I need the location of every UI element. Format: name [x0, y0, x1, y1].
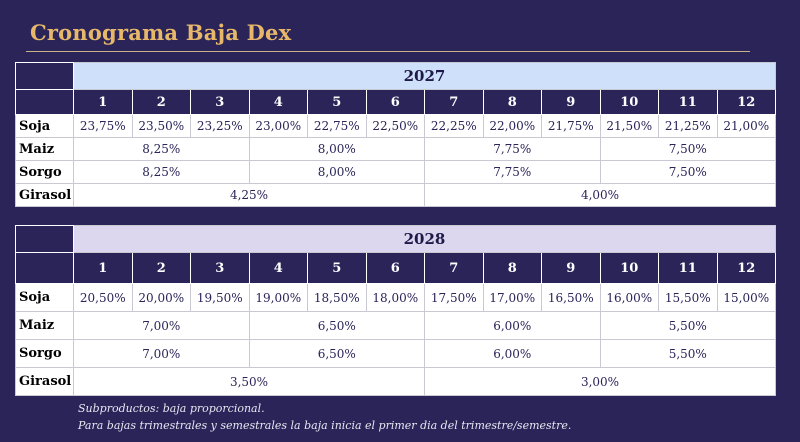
quarter-rate-cell: 6,00%	[424, 339, 601, 368]
rate-cell: 21,25%	[658, 114, 718, 138]
quarter-rate-cell: 7,75%	[424, 160, 601, 184]
month-header: 9	[541, 89, 601, 115]
row-label-girasol: Girasol	[15, 367, 74, 396]
table-corner	[15, 225, 74, 253]
row-label-sorgo: Sorgo	[15, 339, 74, 368]
year-header: 2027	[73, 62, 776, 90]
month-header: 8	[482, 89, 542, 115]
quarter-rate-cell: 7,50%	[599, 137, 776, 161]
rate-cell: 15,00%	[716, 283, 776, 312]
quarter-rate-cell: 7,50%	[599, 160, 776, 184]
row-label-maiz: Maiz	[15, 137, 74, 161]
row-label-soja: Soja	[15, 283, 74, 312]
quarter-rate-cell: 7,75%	[424, 137, 601, 161]
rate-cell: 17,00%	[482, 283, 542, 312]
month-header: 1	[73, 89, 133, 115]
page-title: Cronograma Baja Dex	[30, 20, 292, 45]
month-header: 12	[716, 252, 776, 284]
semester-rate-cell: 4,00%	[424, 183, 776, 207]
quarter-rate-cell: 6,00%	[424, 311, 601, 340]
table-row-sorgo: Sorgo 7,00% 6,50% 6,00% 5,50%	[15, 339, 776, 368]
rate-cell: 22,25%	[424, 114, 484, 138]
table-row-girasol: Girasol 3,50% 3,00%	[15, 367, 776, 396]
rate-cell: 20,00%	[131, 283, 191, 312]
quarter-rate-cell: 6,50%	[248, 311, 425, 340]
quarter-rate-cell: 8,25%	[73, 160, 250, 184]
semester-rate-cell: 4,25%	[73, 183, 425, 207]
quarter-rate-cell: 8,25%	[73, 137, 250, 161]
schedule-table-2027: 2027 1 2 3 4 5 6 7 8 9 10 11 12 Soja 23,…	[15, 62, 776, 207]
month-header: 5	[307, 89, 367, 115]
rate-cell: 22,00%	[482, 114, 542, 138]
month-header: 6	[365, 89, 425, 115]
rate-cell: 23,25%	[190, 114, 250, 138]
footnotes: Subproductos: baja proporcional. Para ba…	[78, 400, 571, 434]
table-row-girasol: Girasol 4,25% 4,00%	[15, 183, 776, 207]
semester-rate-cell: 3,00%	[424, 367, 776, 396]
month-header: 1	[73, 252, 133, 284]
month-header: 10	[599, 252, 659, 284]
rate-cell: 21,75%	[541, 114, 601, 138]
rate-cell: 18,50%	[307, 283, 367, 312]
month-header: 4	[248, 252, 308, 284]
month-header: 2	[131, 89, 191, 115]
month-header: 11	[658, 89, 718, 115]
table-corner	[15, 62, 74, 90]
schedule-table-2028: 2028 1 2 3 4 5 6 7 8 9 10 11 12 Soja 20,…	[15, 225, 776, 396]
table-row-sorgo: Sorgo 8,25% 8,00% 7,75% 7,50%	[15, 160, 776, 184]
rate-cell: 22,75%	[307, 114, 367, 138]
month-header: 9	[541, 252, 601, 284]
year-header: 2028	[73, 225, 776, 253]
month-header: 4	[248, 89, 308, 115]
rate-cell: 21,00%	[716, 114, 776, 138]
quarter-rate-cell: 5,50%	[599, 311, 776, 340]
quarter-rate-cell: 8,00%	[248, 137, 425, 161]
month-header: 10	[599, 89, 659, 115]
rate-cell: 23,00%	[248, 114, 308, 138]
rate-cell: 15,50%	[658, 283, 718, 312]
month-header: 3	[190, 252, 250, 284]
table-row-maiz: Maiz 8,25% 8,00% 7,75% 7,50%	[15, 137, 776, 161]
table-corner	[15, 89, 74, 115]
footnote-byproducts: Subproductos: baja proporcional.	[78, 402, 265, 415]
rate-cell: 21,50%	[599, 114, 659, 138]
footnote-periods: Para bajas trimestrales y semestrales la…	[78, 419, 572, 432]
row-label-sorgo: Sorgo	[15, 160, 74, 184]
table-corner	[15, 252, 74, 284]
rate-cell: 23,75%	[73, 114, 133, 138]
rate-cell: 20,50%	[73, 283, 133, 312]
month-header: 11	[658, 252, 718, 284]
month-header: 8	[482, 252, 542, 284]
row-label-soja: Soja	[15, 114, 74, 138]
title-divider	[26, 51, 750, 52]
month-header: 12	[716, 89, 776, 115]
month-header: 6	[365, 252, 425, 284]
quarter-rate-cell: 5,50%	[599, 339, 776, 368]
month-header: 7	[424, 252, 484, 284]
row-label-maiz: Maiz	[15, 311, 74, 340]
semester-rate-cell: 3,50%	[73, 367, 425, 396]
quarter-rate-cell: 6,50%	[248, 339, 425, 368]
rate-cell: 19,50%	[190, 283, 250, 312]
rate-cell: 22,50%	[365, 114, 425, 138]
table-row-maiz: Maiz 7,00% 6,50% 6,00% 5,50%	[15, 311, 776, 340]
month-header: 2	[131, 252, 191, 284]
rate-cell: 18,00%	[365, 283, 425, 312]
table-row-soja: Soja 20,50% 20,00% 19,50% 19,00% 18,50% …	[15, 283, 776, 312]
quarter-rate-cell: 7,00%	[73, 311, 250, 340]
row-label-girasol: Girasol	[15, 183, 74, 207]
table-row-soja: Soja 23,75% 23,50% 23,25% 23,00% 22,75% …	[15, 114, 776, 138]
month-header: 7	[424, 89, 484, 115]
quarter-rate-cell: 7,00%	[73, 339, 250, 368]
rate-cell: 19,00%	[248, 283, 308, 312]
rate-cell: 23,50%	[131, 114, 191, 138]
rate-cell: 16,00%	[599, 283, 659, 312]
month-header: 5	[307, 252, 367, 284]
month-header: 3	[190, 89, 250, 115]
rate-cell: 17,50%	[424, 283, 484, 312]
rate-cell: 16,50%	[541, 283, 601, 312]
quarter-rate-cell: 8,00%	[248, 160, 425, 184]
